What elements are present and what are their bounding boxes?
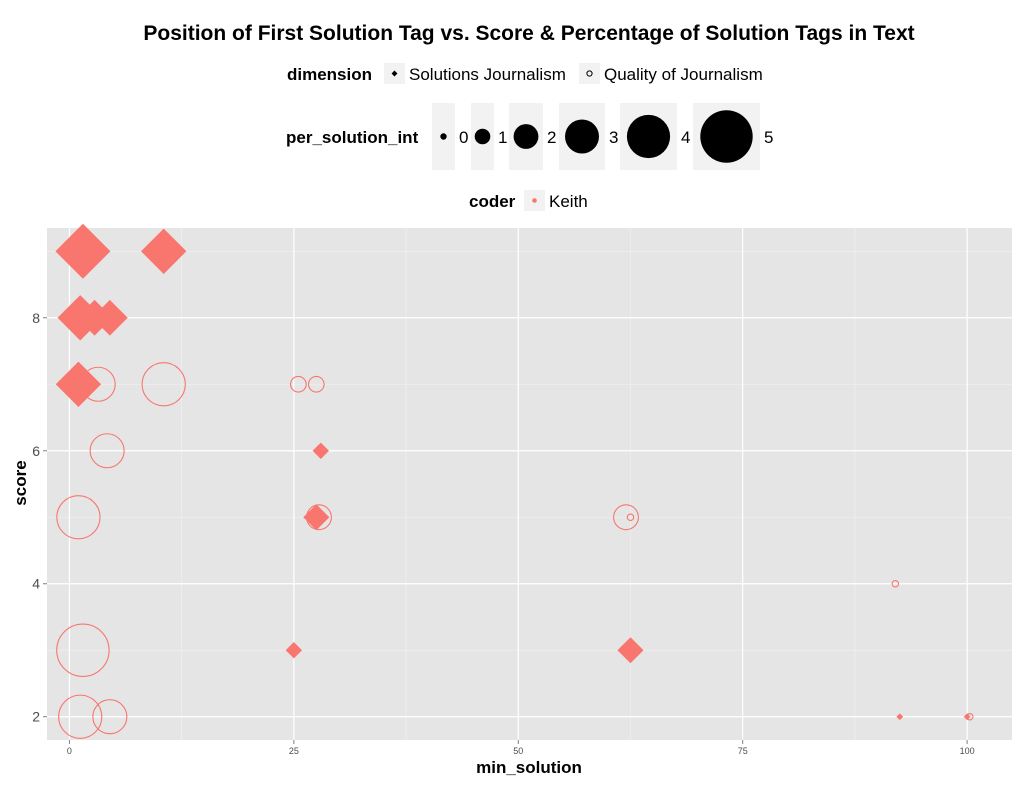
legend-area: dimension Solutions Journalism Quality of …: [286, 63, 773, 211]
chart-title: Position of First Solution Tag vs. Score…: [143, 22, 914, 45]
solutions-journalism-point: [285, 642, 303, 659]
x-tick-label: 0: [67, 746, 72, 756]
x-tick-label: 25: [289, 746, 299, 756]
quality-of-journalism-point: [307, 375, 325, 393]
solutions-journalism-point: [617, 637, 644, 664]
quality-of-journalism-point: [56, 623, 110, 677]
legend-size-title: per_solution_int: [286, 128, 419, 147]
y-tick-label: 2: [32, 709, 40, 725]
legend-size-key: [626, 114, 671, 159]
solutions-journalism-point: [55, 361, 102, 407]
x-tick-label: 100: [960, 746, 975, 756]
legend-size-label: 2: [547, 128, 556, 147]
solutions-journalism-point: [55, 223, 111, 279]
axes: 0 25 50 75 100 2 4 6 8: [32, 310, 974, 756]
solutions-journalism-point: [312, 442, 329, 459]
legend-coder-title: coder: [469, 192, 516, 211]
y-tick-label: 4: [32, 576, 40, 592]
legend-size-label: 5: [764, 128, 773, 147]
quality-of-journalism-point: [80, 366, 116, 402]
y-tick-label: 6: [32, 443, 40, 459]
legend-dimension-label: Quality of Journalism: [604, 65, 763, 84]
data-points: [55, 223, 974, 739]
legend-size-key: [440, 133, 447, 140]
legend-dimension-circle-key: [586, 70, 593, 77]
x-tick-label: 50: [513, 746, 523, 756]
x-axis-title: min_solution: [476, 758, 582, 777]
legend-coder-key: [532, 198, 537, 203]
major-gridlines: [47, 228, 1012, 740]
legend-size-key: [700, 110, 753, 163]
legend-size-key: [565, 119, 599, 154]
quality-of-journalism-point: [306, 504, 332, 531]
legend-dimension-title: dimension: [287, 65, 372, 84]
x-tick-label: 75: [738, 746, 748, 756]
quality-of-journalism-point: [92, 699, 128, 735]
legend-dimension-diamond-key: [391, 70, 398, 77]
legend-size-label: 3: [609, 128, 618, 147]
legend-size-key: [474, 128, 491, 145]
quality-of-journalism-point: [141, 362, 186, 407]
legend-size-label: 1: [498, 128, 507, 147]
legend-size-label: 4: [681, 128, 690, 147]
solutions-journalism-point: [91, 299, 128, 336]
solutions-journalism-point: [141, 228, 187, 274]
quality-of-journalism-point: [891, 579, 900, 588]
legend-coder-label: Keith: [549, 192, 588, 211]
quality-of-journalism-point: [626, 513, 635, 521]
quality-of-journalism-point: [89, 433, 125, 469]
solutions-journalism-point: [896, 713, 904, 721]
quality-of-journalism-point: [613, 504, 639, 531]
legend-size-key: [513, 124, 539, 149]
legend-dimension-label: Solutions Journalism: [409, 65, 566, 84]
quality-of-journalism-point: [58, 694, 103, 739]
y-axis-title: score: [11, 460, 30, 505]
quality-of-journalism-point: [966, 712, 974, 721]
quality-of-journalism-point: [56, 495, 101, 540]
quality-of-journalism-point: [289, 375, 307, 393]
legend-size-label: 0: [459, 128, 468, 147]
y-tick-label: 8: [32, 310, 40, 326]
plot-panel: [47, 228, 1012, 740]
solutions-journalism-point: [303, 504, 330, 531]
legend-key-background: [579, 63, 600, 84]
